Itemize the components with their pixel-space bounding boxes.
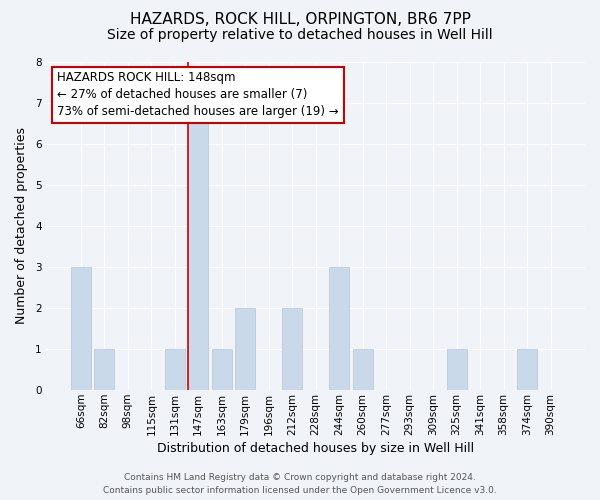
Bar <box>165 349 185 390</box>
Text: HAZARDS, ROCK HILL, ORPINGTON, BR6 7PP: HAZARDS, ROCK HILL, ORPINGTON, BR6 7PP <box>130 12 470 28</box>
Bar <box>446 349 467 390</box>
Y-axis label: Number of detached properties: Number of detached properties <box>15 128 28 324</box>
Bar <box>329 267 349 390</box>
Bar <box>94 349 115 390</box>
Bar <box>212 349 232 390</box>
Text: Size of property relative to detached houses in Well Hill: Size of property relative to detached ho… <box>107 28 493 42</box>
Bar <box>235 308 255 390</box>
Bar <box>188 102 208 390</box>
Bar <box>353 349 373 390</box>
Bar <box>282 308 302 390</box>
Text: Contains HM Land Registry data © Crown copyright and database right 2024.
Contai: Contains HM Land Registry data © Crown c… <box>103 474 497 495</box>
X-axis label: Distribution of detached houses by size in Well Hill: Distribution of detached houses by size … <box>157 442 474 455</box>
Bar <box>517 349 537 390</box>
Bar <box>71 267 91 390</box>
Text: HAZARDS ROCK HILL: 148sqm
← 27% of detached houses are smaller (7)
73% of semi-d: HAZARDS ROCK HILL: 148sqm ← 27% of detac… <box>57 72 339 118</box>
